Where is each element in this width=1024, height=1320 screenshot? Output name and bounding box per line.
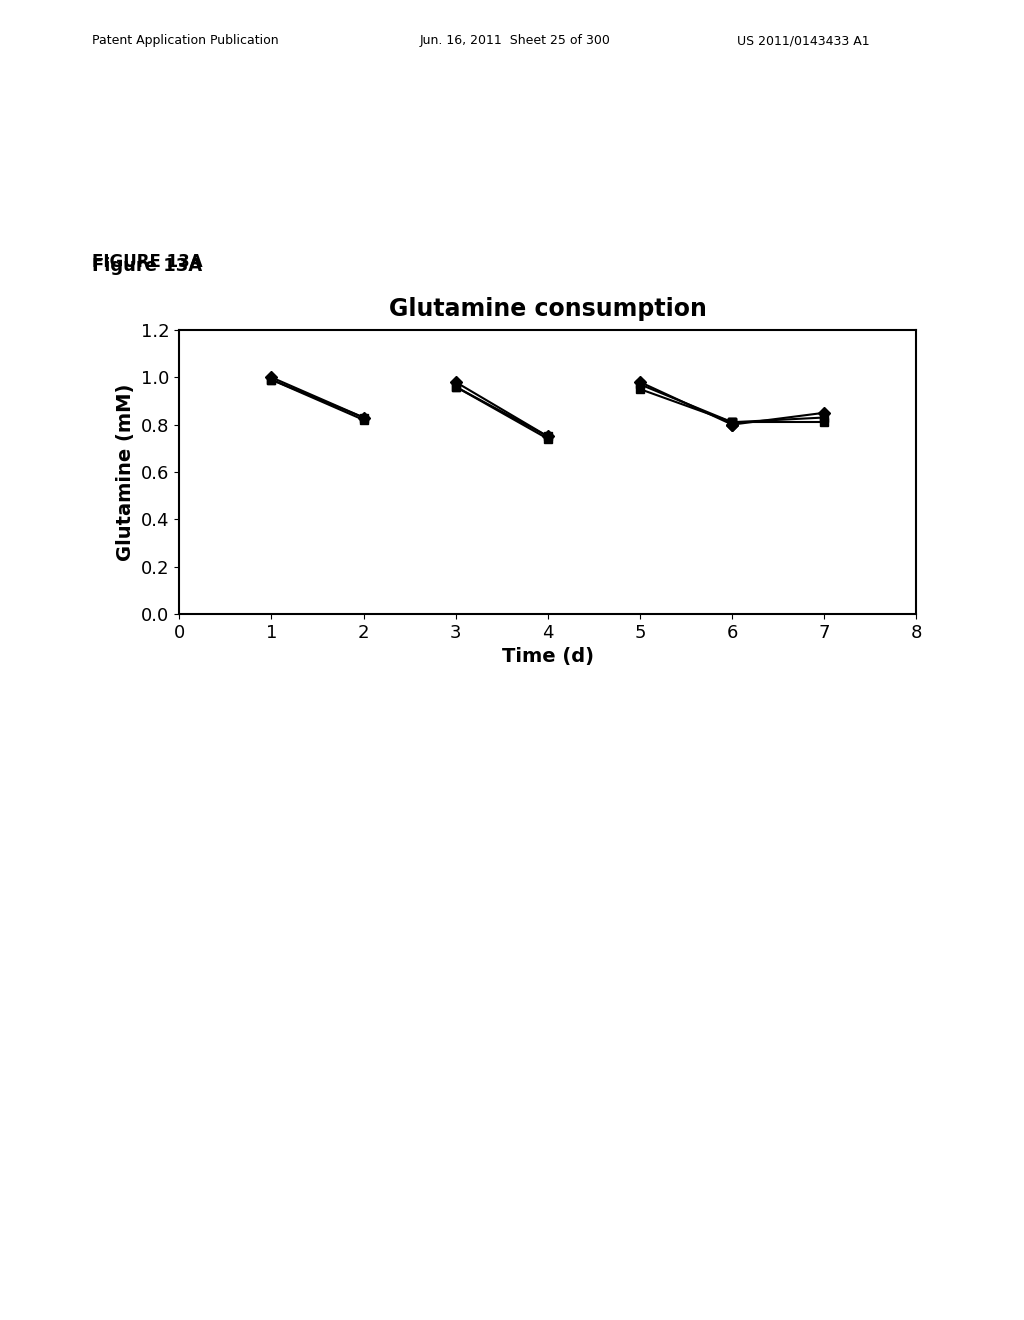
Text: Patent Application Publication: Patent Application Publication — [92, 34, 279, 48]
Text: FIGURE 13A: FIGURE 13A — [92, 252, 203, 271]
Text: US 2011/0143433 A1: US 2011/0143433 A1 — [737, 34, 870, 48]
Text: Figure 13A: Figure 13A — [92, 256, 203, 275]
X-axis label: Time (d): Time (d) — [502, 647, 594, 667]
Text: Jun. 16, 2011  Sheet 25 of 300: Jun. 16, 2011 Sheet 25 of 300 — [420, 34, 610, 48]
Y-axis label: Glutamine (mM): Glutamine (mM) — [117, 383, 135, 561]
Title: Glutamine consumption: Glutamine consumption — [389, 297, 707, 321]
